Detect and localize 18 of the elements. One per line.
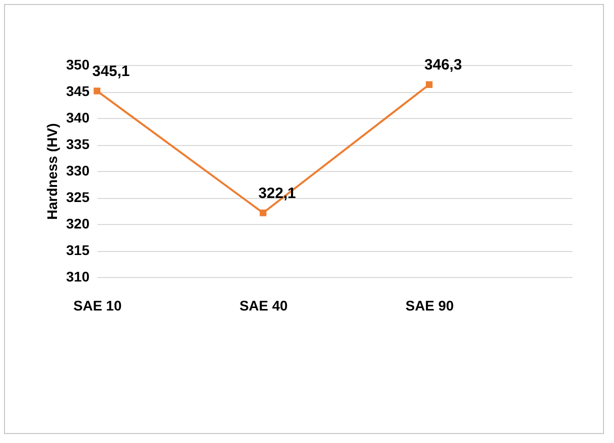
y-tick-label: 315 xyxy=(66,242,90,258)
x-tick-label: SAE 10 xyxy=(73,298,122,314)
y-tick-label: 340 xyxy=(66,110,90,126)
point xyxy=(260,210,266,216)
point xyxy=(426,81,433,88)
y-tick-label: 345 xyxy=(66,83,90,99)
y-axis-title: Hardness (HV) xyxy=(44,123,60,220)
x-tick-label: SAE 40 xyxy=(239,298,288,314)
y-tick-label: 320 xyxy=(66,216,90,232)
x-tick-label: SAE 90 xyxy=(406,298,454,314)
y-tick-label: 310 xyxy=(66,268,90,284)
y-tick-label: 325 xyxy=(66,189,90,205)
y-tick-label: 335 xyxy=(66,136,90,152)
data-label: 345,1 xyxy=(92,62,130,80)
y-tick-label: 330 xyxy=(66,162,90,178)
data-label: 346,3 xyxy=(424,56,462,74)
y-tick-label: 350 xyxy=(66,56,90,72)
point xyxy=(94,88,100,94)
